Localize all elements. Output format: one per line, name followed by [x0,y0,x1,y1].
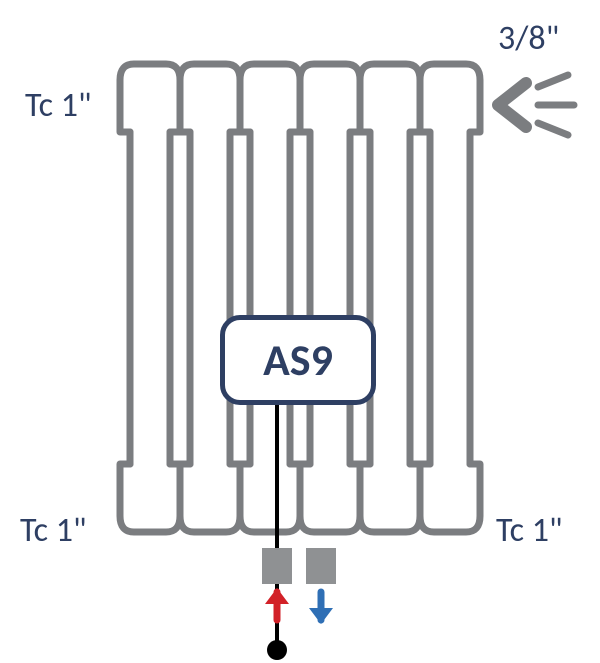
model-badge-text: AS9 [263,333,333,387]
radiator-body [120,64,480,532]
air-vent-size-label: 3/8" [498,18,559,59]
inlet-valve [262,548,292,584]
connection-bottom-left-label: Tc 1" [20,510,87,551]
outlet-valve [306,548,336,584]
model-badge: AS9 [220,315,376,405]
connection-bottom-right-label: Tc 1" [496,510,563,551]
air-vent-icon [498,83,526,127]
connection-top-left-label: Tc 1" [25,85,92,126]
